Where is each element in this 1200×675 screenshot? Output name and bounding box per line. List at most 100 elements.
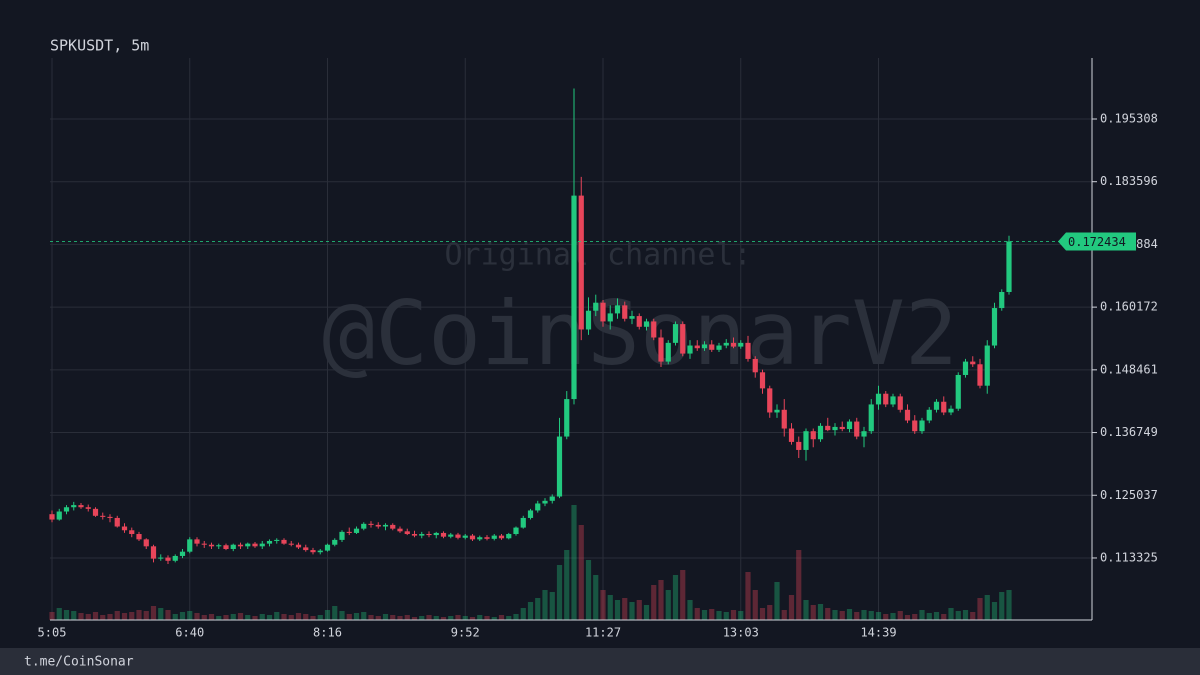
volume-bar: [926, 613, 932, 620]
x-tick-label: 11:27: [585, 626, 621, 640]
volume-bar: [527, 602, 534, 620]
volume-bar: [85, 614, 91, 620]
candle-body: [382, 524, 389, 527]
volume-bar: [651, 585, 657, 620]
candle-body: [208, 544, 215, 547]
volume-bar: [564, 550, 570, 620]
volume-bar: [56, 608, 62, 620]
candle-body: [491, 535, 497, 539]
volume-bar: [701, 610, 708, 620]
candle-body: [230, 544, 236, 550]
volume-bar: [462, 616, 468, 620]
volume-bar: [121, 613, 128, 620]
volume-bar: [593, 575, 599, 620]
candle-body: [375, 524, 381, 527]
candle-body: [317, 550, 323, 553]
volume-bar: [680, 570, 686, 620]
y-tick-label: 0.195308: [1100, 111, 1158, 125]
volume-bar: [498, 615, 505, 620]
volume-bar: [752, 590, 758, 620]
candle-body: [397, 528, 403, 532]
candle-body: [158, 557, 164, 559]
volume-bar: [179, 612, 186, 620]
candle-body: [513, 527, 519, 535]
chart-title: SPKUSDT, 5m: [50, 37, 149, 55]
candle-body: [984, 345, 990, 386]
candle-body: [600, 302, 606, 322]
volume-bar: [694, 608, 700, 620]
volume-bar: [92, 612, 99, 620]
candle-body: [861, 431, 867, 437]
candle-body: [564, 399, 570, 437]
volume-bar: [955, 611, 961, 620]
volume-bar: [78, 613, 84, 620]
volume-bar: [542, 590, 548, 620]
volume-bar: [658, 580, 664, 620]
volume-bar: [730, 610, 737, 620]
candle-body: [150, 546, 157, 559]
volume-bar: [71, 611, 77, 620]
candle-body: [281, 539, 287, 544]
candle-body: [143, 539, 149, 547]
candle-body: [187, 539, 193, 552]
candle-body: [767, 388, 773, 413]
candle-body: [404, 531, 410, 535]
footer-text: t.me/CoinSonar: [24, 655, 134, 670]
y-tick-label: 0.160172: [1100, 300, 1158, 314]
candle-body: [129, 530, 135, 535]
volume-bar: [259, 614, 265, 620]
candle-body: [970, 361, 976, 365]
candle-body: [680, 324, 686, 354]
volume-bar: [455, 615, 461, 620]
volume-bar: [585, 560, 592, 620]
volume-bar: [904, 615, 911, 620]
volume-bar: [208, 614, 215, 620]
x-tick-label: 9:52: [451, 626, 480, 640]
candle-body: [419, 534, 425, 536]
volume-bar: [578, 525, 584, 620]
candle-body: [904, 409, 911, 421]
candle-body: [71, 505, 77, 508]
candle-body: [933, 401, 940, 410]
volume-bar: [491, 617, 497, 620]
volume-bar: [636, 600, 642, 620]
volume-bar: [223, 615, 229, 620]
candle-body: [999, 291, 1005, 309]
volume-bar: [339, 611, 345, 620]
candle-body: [426, 534, 432, 536]
volume-bar: [165, 610, 171, 620]
volume-bar: [49, 612, 55, 620]
volume-bar: [738, 611, 744, 620]
candle-body: [535, 503, 541, 511]
candle-body: [977, 364, 983, 386]
volume-bar: [723, 612, 729, 620]
y-tick-label: 0.148461: [1100, 362, 1158, 376]
candle-body: [527, 510, 534, 518]
volume-bar: [759, 608, 766, 620]
candle-body: [919, 420, 925, 432]
volume-bar: [665, 590, 671, 620]
last-price-badge: [1058, 232, 1136, 251]
volume-bar: [839, 611, 845, 620]
candle-body: [701, 344, 708, 349]
volume-bar: [143, 611, 149, 620]
candle-body: [948, 408, 954, 413]
volume-bar: [788, 595, 795, 620]
candle-body: [810, 431, 816, 440]
volume-bar: [716, 611, 722, 620]
candle-body: [709, 344, 715, 350]
candle-body: [353, 528, 360, 533]
volume-bar: [150, 606, 157, 620]
volume-bar: [440, 617, 447, 620]
volume-bar: [114, 611, 120, 620]
candle-body: [194, 539, 200, 544]
candle-body: [433, 532, 439, 536]
candle-body: [629, 316, 635, 319]
volume-bar: [774, 582, 780, 620]
candle-body: [172, 555, 178, 561]
candle-body: [658, 337, 664, 362]
volume-bar: [875, 612, 882, 620]
volume-bar: [941, 614, 947, 620]
volume-bar: [237, 613, 244, 620]
